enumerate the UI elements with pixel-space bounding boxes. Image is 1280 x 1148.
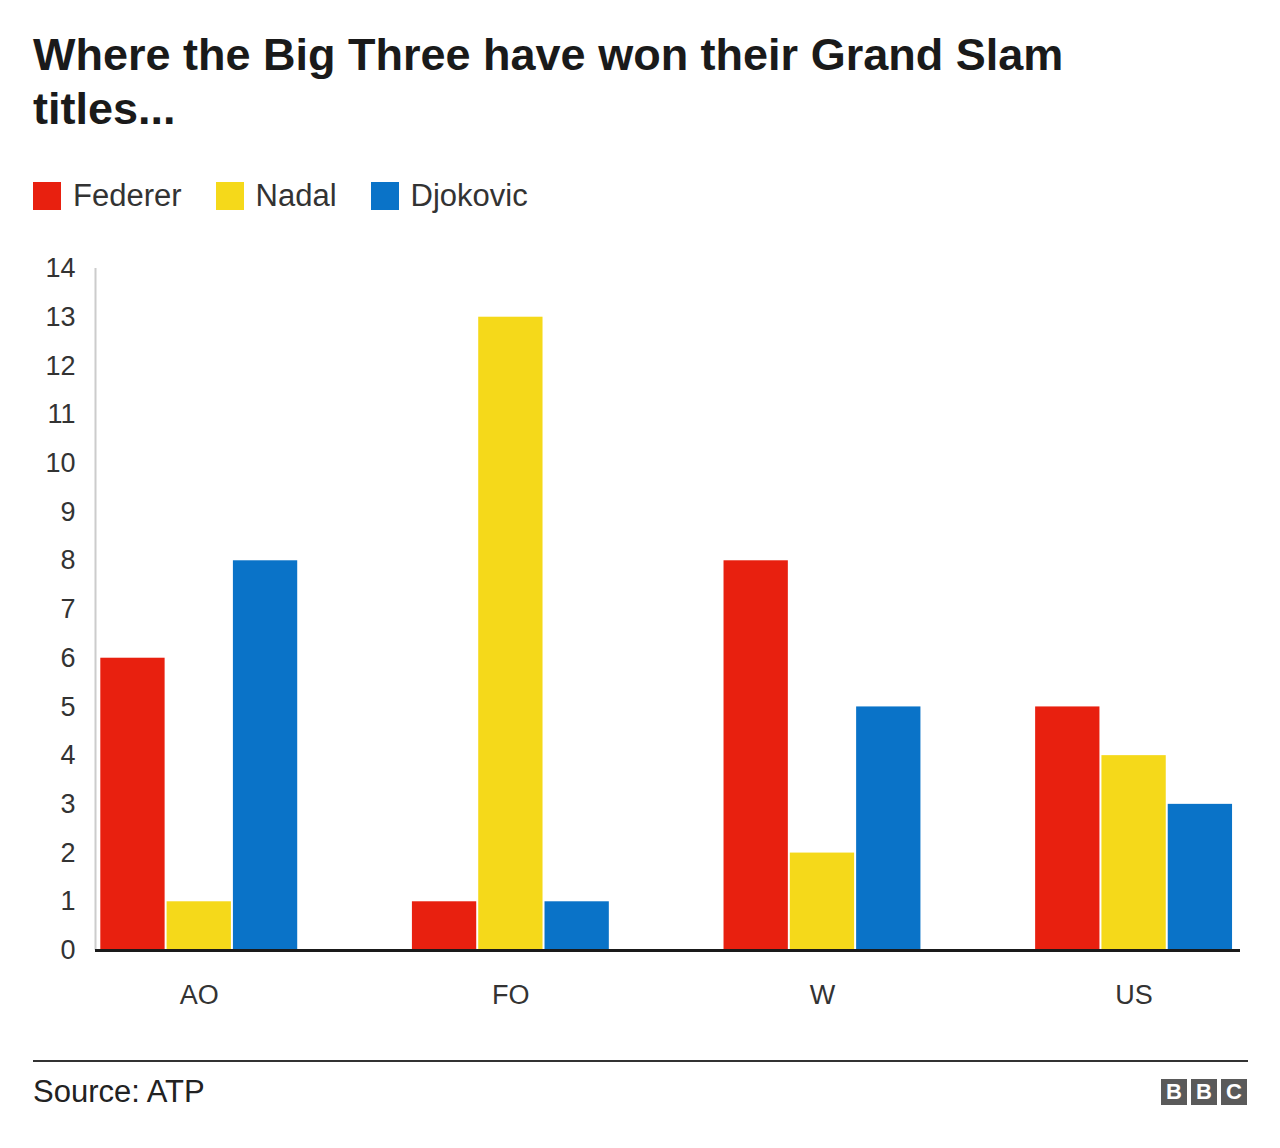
html-text:Nadal: Nadal: [255, 178, 337, 213]
svg-text:6: 6: [60, 643, 75, 673]
svg-text:5: 5: [60, 692, 75, 722]
svg-text:10: 10: [45, 448, 75, 478]
svg-text:11: 11: [47, 399, 75, 429]
html-text:B: B: [1196, 1079, 1212, 1104]
html-text:Djokovic: Djokovic: [410, 178, 528, 213]
svg-text:14: 14: [45, 253, 75, 283]
svg-text:AO: AO: [180, 980, 219, 1010]
html-text:B: B: [1166, 1079, 1182, 1104]
svg-text:13: 13: [45, 302, 75, 332]
svg-text:7: 7: [60, 594, 75, 624]
svg-text:US: US: [1115, 980, 1153, 1010]
html-text:Source: ATP: Source: ATP: [33, 1074, 205, 1109]
html-text:Where the Big Three have won t: Where the Big Three have won their Grand…: [33, 29, 1064, 134]
svg-text:0: 0: [60, 935, 75, 965]
svg-text:4: 4: [60, 740, 75, 770]
svg-text:FO: FO: [492, 980, 530, 1010]
svg-text:12: 12: [45, 351, 75, 381]
svg-text:1: 1: [60, 886, 75, 916]
svg-text:9: 9: [60, 497, 75, 527]
svg-text:W: W: [810, 980, 836, 1010]
html-text:Federer: Federer: [73, 178, 182, 213]
svg-text:8: 8: [60, 545, 75, 575]
svg-text:3: 3: [60, 789, 75, 819]
svg-text:2: 2: [60, 838, 75, 868]
html-text:C: C: [1226, 1079, 1242, 1104]
